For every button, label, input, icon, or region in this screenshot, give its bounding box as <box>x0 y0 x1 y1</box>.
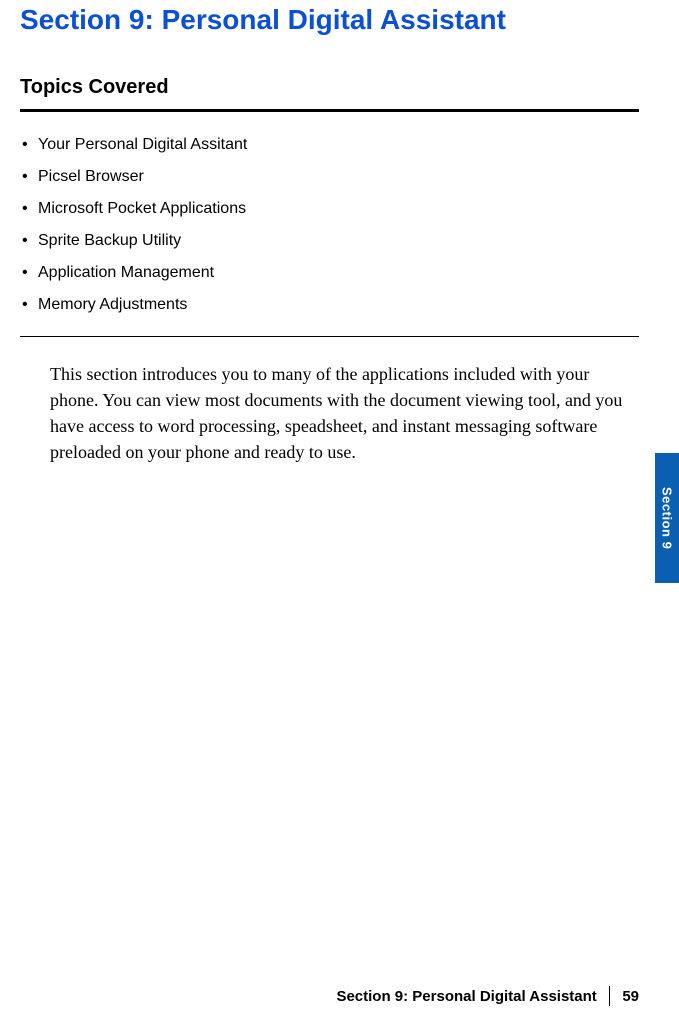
topics-subheading: Topics Covered <box>20 76 639 109</box>
divider-thin <box>20 336 639 337</box>
footer-title: Section 9: Personal Digital Assistant <box>336 988 596 1005</box>
side-tab: Section 9 <box>655 453 679 583</box>
body-paragraph: This section introduces you to many of t… <box>20 361 639 465</box>
list-item: Microsoft Pocket Applications <box>20 200 639 218</box>
list-item: Your Personal Digital Assitant <box>20 136 639 154</box>
page-footer: Section 9: Personal Digital Assistant 59 <box>336 986 639 1006</box>
footer-divider <box>609 986 611 1006</box>
list-item: Sprite Backup Utility <box>20 232 639 250</box>
list-item: Picsel Browser <box>20 168 639 186</box>
list-item: Memory Adjustments <box>20 296 639 314</box>
topics-list: Your Personal Digital Assitant Picsel Br… <box>20 136 639 314</box>
manual-page: Section 9: Personal Digital Assistant To… <box>0 0 679 1036</box>
footer-page-number: 59 <box>622 988 639 1005</box>
divider-thick <box>20 109 639 112</box>
section-title: Section 9: Personal Digital Assistant <box>20 0 639 76</box>
list-item: Application Management <box>20 264 639 282</box>
